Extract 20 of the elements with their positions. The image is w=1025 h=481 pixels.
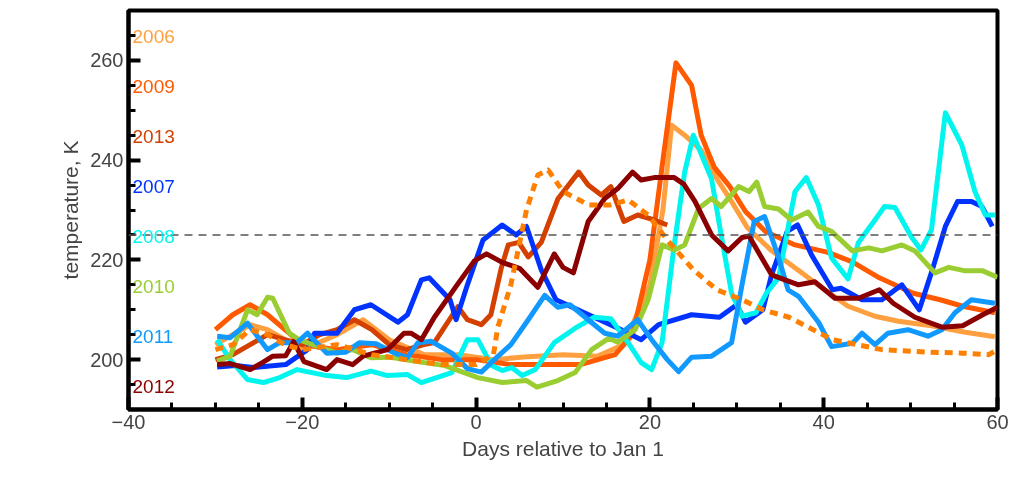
x-tick-label: 60 <box>986 410 1009 433</box>
y-tick-label: 220 <box>90 248 124 271</box>
text: 2013 <box>132 126 175 147</box>
y-tick-label: 200 <box>90 348 124 371</box>
x-tick-label: −40 <box>111 410 146 433</box>
x-axis-title: Days relative to Jan 1 <box>462 436 664 460</box>
x-tick-label: −20 <box>285 410 320 433</box>
x-tick-label: 0 <box>470 410 482 433</box>
text: 2010 <box>132 276 175 297</box>
text: 2008 <box>132 226 175 247</box>
y-axis-title: temperature, K <box>59 140 83 280</box>
x-tick-label: 20 <box>638 410 662 433</box>
text: 2012 <box>132 376 175 397</box>
text: 2009 <box>132 76 175 97</box>
text: 2007 <box>132 176 175 197</box>
y-tick-label: 240 <box>90 149 124 172</box>
y-tick-label: 260 <box>90 49 124 72</box>
x-tick-label: 40 <box>812 410 835 433</box>
text: 2011 <box>132 326 174 347</box>
text: 2006 <box>132 26 175 47</box>
